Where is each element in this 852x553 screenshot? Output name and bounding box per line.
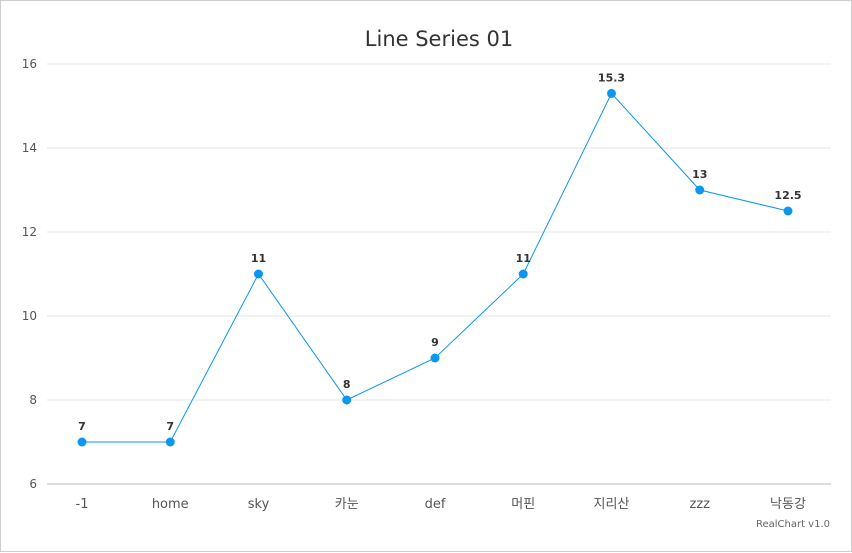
data-label: 12.5	[774, 189, 801, 202]
data-point[interactable]	[783, 206, 793, 216]
data-label: 9	[431, 336, 439, 349]
x-tick-label: sky	[248, 497, 270, 512]
data-point[interactable]	[342, 395, 352, 405]
data-label: 7	[78, 420, 86, 433]
x-tick-label: zzz	[690, 497, 711, 512]
data-labels: 7 7 11 8 9 11 15.3 13 12.5	[78, 71, 801, 433]
data-point[interactable]	[254, 269, 263, 279]
y-tick-label: 6	[29, 477, 37, 491]
data-label: 8	[343, 378, 351, 391]
y-axis: 6 8 10 12 14 16	[22, 57, 37, 491]
data-label: 11	[251, 252, 266, 265]
x-axis: -1 home sky 카눈 def 머핀 지리산 zzz 낙동강	[47, 483, 831, 512]
data-point[interactable]	[518, 269, 528, 279]
data-point[interactable]	[165, 437, 175, 447]
data-point[interactable]	[430, 353, 440, 363]
data-label: 11	[516, 252, 531, 265]
grid-lines	[47, 63, 831, 401]
series-line	[82, 92, 789, 443]
y-tick-label: 10	[22, 309, 37, 323]
x-tick-label: def	[425, 497, 446, 512]
chart-title: Line Series 01	[365, 27, 513, 51]
x-tick-label: home	[152, 497, 189, 512]
y-tick-label: 12	[22, 225, 37, 239]
y-tick-label: 8	[29, 393, 37, 407]
data-label: 7	[166, 420, 174, 433]
series-line-path	[82, 92, 789, 443]
data-label: 13	[692, 168, 707, 181]
x-tick-label: 카눈	[335, 497, 359, 512]
y-tick-label: 16	[22, 57, 37, 71]
x-tick-label: 머핀	[511, 497, 535, 512]
x-tick-label: 낙동강	[770, 497, 806, 512]
data-label: 15.3	[598, 71, 625, 84]
data-point[interactable]	[695, 185, 705, 195]
credit-label: RealChart v1.0	[756, 519, 830, 530]
y-tick-label: 14	[22, 141, 37, 155]
x-tick-label: 지리산	[594, 497, 630, 512]
data-points	[77, 88, 793, 447]
x-tick-label: -1	[76, 497, 89, 512]
data-point[interactable]	[77, 437, 87, 447]
data-point[interactable]	[607, 88, 616, 98]
